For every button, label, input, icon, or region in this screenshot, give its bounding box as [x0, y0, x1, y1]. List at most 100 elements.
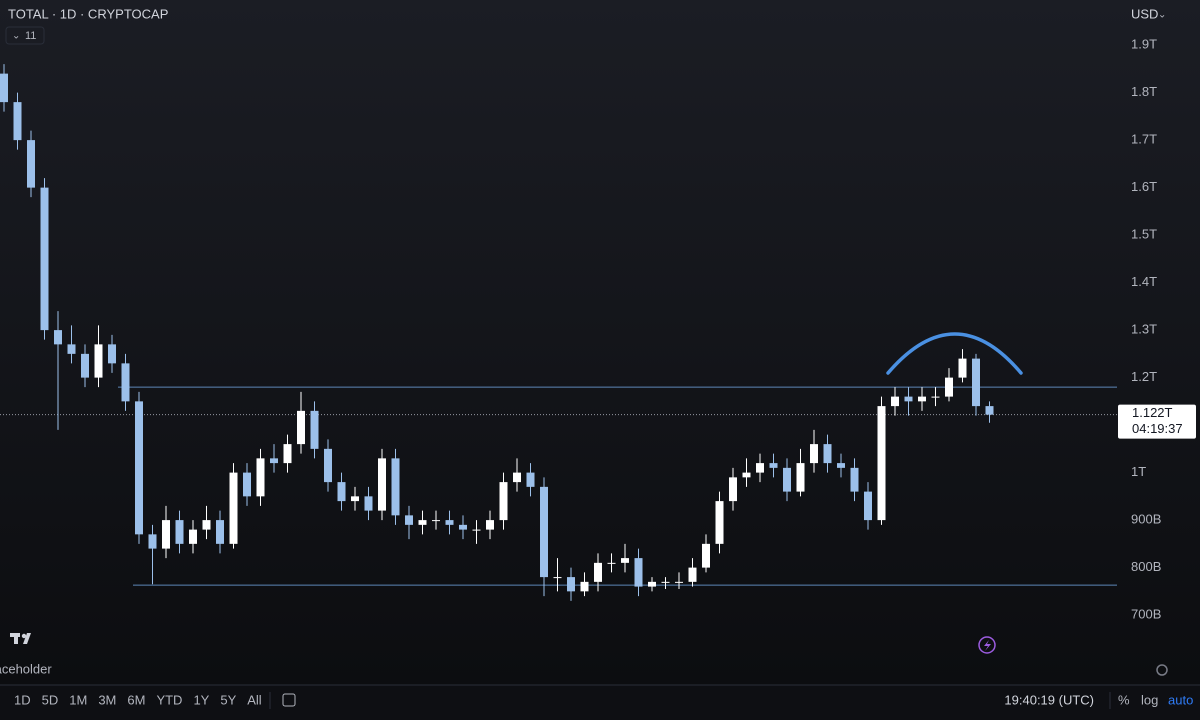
- candle-body: [337, 482, 346, 502]
- candle-body: [405, 515, 413, 525]
- background: [0, 0, 1200, 685]
- last-price-box: [1118, 404, 1196, 439]
- arc-annotation: [886, 332, 1023, 375]
- candle-body: [229, 472, 238, 544]
- candle-body: [553, 577, 562, 579]
- candle-body: [661, 581, 670, 583]
- toolbar-bg: [0, 685, 1200, 715]
- candle-body: [175, 520, 184, 544]
- settings-icon[interactable]: [1156, 664, 1168, 676]
- candle-body: [823, 444, 832, 464]
- candle-body: [648, 581, 656, 587]
- candle-body: [742, 472, 751, 478]
- candle-body: [283, 444, 292, 464]
- candle-body: [54, 330, 62, 345]
- y-tick-label: 1.6T: [1131, 179, 1157, 194]
- candle-body: [985, 406, 994, 415]
- range-button[interactable]: 6M: [127, 692, 145, 707]
- date-range-icon[interactable]: [282, 693, 296, 707]
- range-button[interactable]: 1D: [14, 692, 31, 707]
- candle-body: [243, 472, 251, 497]
- candle-body: [688, 567, 697, 582]
- symbol-title[interactable]: TOTAL · 1D · CRYPTOCAP: [8, 6, 168, 21]
- y-tick-label: 800B: [1131, 559, 1161, 574]
- candle-body: [864, 491, 872, 521]
- y-tick-label: 700B: [1131, 607, 1161, 622]
- candle-body: [715, 501, 724, 544]
- candle-body: [580, 581, 589, 592]
- currency[interactable]: USD: [1131, 6, 1158, 21]
- candle-body: [378, 458, 386, 511]
- range-button[interactable]: 5Y: [220, 692, 236, 707]
- y-tick-label: 1T: [1131, 464, 1146, 479]
- tv-logo: [10, 633, 31, 644]
- range-button[interactable]: 1Y: [193, 692, 209, 707]
- y-tick-label: 1.9T: [1131, 37, 1157, 52]
- candle-body: [270, 458, 278, 464]
- candle-body: [162, 520, 170, 549]
- candle-body: [837, 463, 845, 468]
- range-button[interactable]: YTD: [156, 692, 182, 707]
- candle-body: [594, 562, 602, 582]
- candle-body: [432, 520, 440, 522]
- candle-body: [324, 448, 332, 483]
- percent-toggle[interactable]: %: [1118, 692, 1130, 707]
- candle-body: [297, 410, 305, 445]
- clock: 19:40:19 (UTC): [1004, 692, 1094, 707]
- log-toggle[interactable]: log: [1141, 692, 1158, 707]
- candle-body: [418, 520, 427, 525]
- candle-body: [202, 520, 211, 530]
- candle-body: [40, 187, 49, 331]
- candle-body: [486, 520, 494, 530]
- y-tick-label: 1.3T: [1131, 322, 1157, 337]
- y-tick-label: 1.4T: [1131, 274, 1157, 289]
- candle-body: [310, 410, 319, 449]
- lightning-icon[interactable]: [978, 636, 996, 654]
- candle-body: [891, 396, 899, 407]
- candle-body: [904, 396, 913, 402]
- candle-body: [135, 401, 143, 535]
- candle-body: [675, 581, 683, 583]
- y-tick-label: 1.7T: [1131, 132, 1157, 147]
- candle-body: [13, 102, 22, 141]
- y-tick-label: 1.5T: [1131, 227, 1157, 242]
- range-button[interactable]: 5D: [42, 692, 59, 707]
- candle-body: [445, 520, 454, 525]
- candle-body: [121, 363, 130, 402]
- range-button[interactable]: 1M: [69, 692, 87, 707]
- candle-body: [877, 406, 886, 521]
- candle-body: [702, 543, 710, 568]
- candle-body: [391, 458, 400, 516]
- y-tick-label: 1.2T: [1131, 369, 1157, 384]
- candle-body: [783, 467, 791, 492]
- chevron: ⌄: [12, 31, 20, 42]
- candle-body: [148, 534, 157, 549]
- candle-body: [472, 529, 481, 531]
- candle-body: [958, 358, 967, 378]
- candle-body: [108, 344, 116, 364]
- range-button[interactable]: All: [247, 692, 262, 707]
- candle-body: [931, 396, 940, 398]
- candle-body: [756, 463, 764, 473]
- candle-body: [0, 73, 8, 103]
- candle-body: [27, 140, 35, 188]
- countdown: 04:19:37: [1132, 421, 1183, 436]
- lightning-bolt: [984, 640, 991, 651]
- candle-body: [918, 396, 926, 402]
- candle-body: [351, 496, 359, 502]
- range-button[interactable]: 3M: [98, 692, 116, 707]
- candle-body: [621, 558, 629, 563]
- candle-body: [540, 486, 548, 578]
- candle-body: [459, 524, 467, 530]
- candle-body: [972, 358, 980, 407]
- indicator-toggle[interactable]: [5, 26, 45, 45]
- candle-body: [189, 529, 197, 544]
- candle-body: [945, 377, 953, 397]
- candle-body: [513, 472, 521, 483]
- candle-body: [607, 562, 616, 564]
- candle-body: [769, 463, 778, 468]
- x-tick-label: Jun_placeholder: [0, 661, 52, 676]
- candle-body: [216, 520, 224, 544]
- auto-toggle[interactable]: auto: [1168, 692, 1193, 707]
